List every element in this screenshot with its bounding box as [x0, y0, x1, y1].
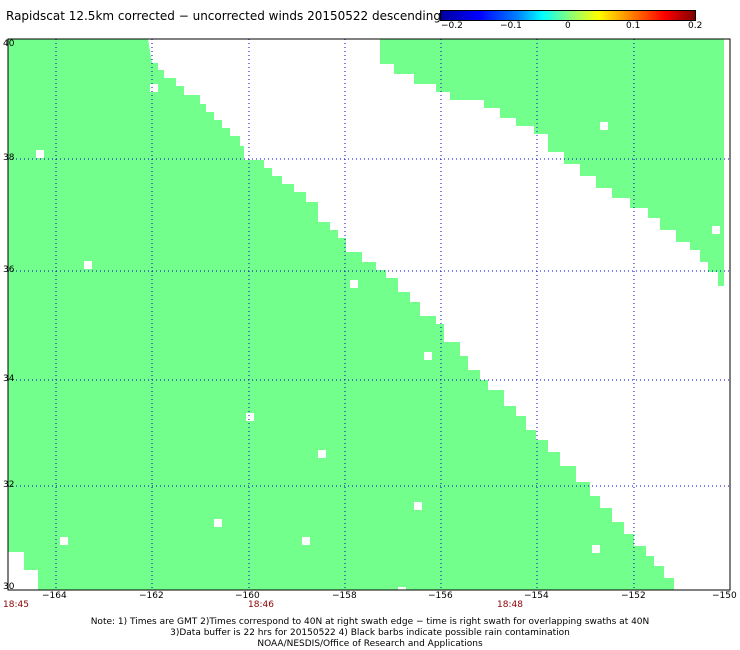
swath-time-label: 18:45	[3, 600, 29, 610]
colorbar-label: −0.1	[500, 21, 522, 31]
colorbar-label: −0.2	[441, 21, 463, 31]
swath-east	[380, 39, 724, 286]
lat-label: 34	[3, 374, 15, 384]
colorbar-label: 0	[565, 21, 571, 31]
swath-west	[8, 39, 674, 590]
note-line: Note: 1) Times are GMT 2)Times correspon…	[90, 617, 650, 627]
lon-label: −150	[712, 591, 737, 601]
missing-cells	[8, 84, 720, 590]
map-frame	[7, 38, 731, 591]
credit-line: NOAA/NESDIS/Office of Research and Appli…	[257, 639, 483, 649]
lat-label: 30	[3, 582, 15, 592]
lon-label: −156	[428, 591, 453, 601]
colorbar-label: 0.2	[688, 21, 703, 31]
lat-label: 40	[3, 39, 15, 49]
lon-label: −162	[139, 591, 164, 601]
colorbar-label: 0.1	[626, 21, 641, 31]
swath-time-label: 18:46	[248, 600, 274, 610]
colorbar	[440, 10, 696, 21]
swath-time-label: 18:48	[497, 600, 523, 610]
lon-label: −160	[235, 591, 260, 601]
lat-label: 32	[3, 480, 15, 490]
lon-label: −158	[332, 591, 357, 601]
lon-label: −152	[621, 591, 646, 601]
lat-label: 38	[3, 153, 15, 163]
note-line: 3)Data buffer is 22 hrs for 20150522 4) …	[170, 628, 570, 638]
graticule	[8, 39, 730, 590]
map-title: Rapidscat 12.5km corrected − uncorrected…	[6, 9, 441, 23]
lat-label: 36	[3, 265, 15, 275]
lon-label: −164	[42, 591, 67, 601]
lon-label: −154	[524, 591, 549, 601]
